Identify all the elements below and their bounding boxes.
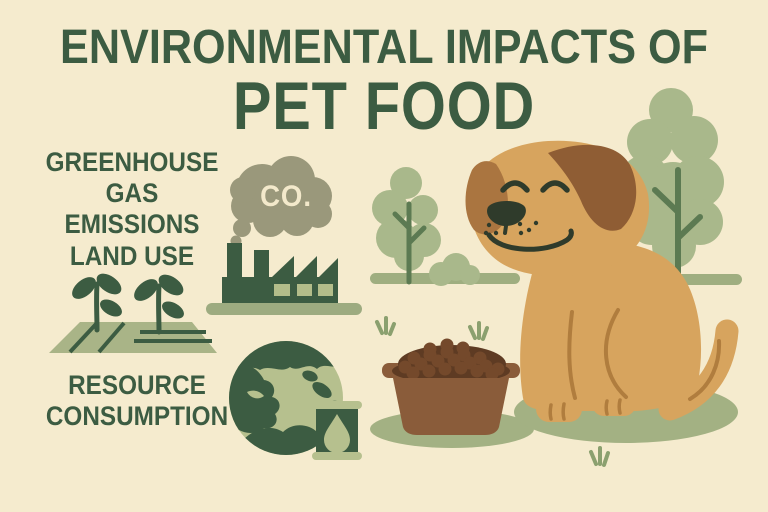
dog-front-paw xyxy=(592,390,636,416)
oil-barrel-icon xyxy=(312,401,362,460)
bush-icon xyxy=(429,253,480,286)
factory-icon xyxy=(206,243,362,315)
dog-eyes xyxy=(500,180,570,193)
dog-illustration xyxy=(465,140,739,422)
grass-tuft xyxy=(468,321,489,341)
tree-trunk xyxy=(652,167,703,286)
sprout-icon xyxy=(134,274,184,335)
dog-mouth xyxy=(486,228,574,252)
label-greenhouse-gas-emissions: GREENHOUSE GAS EMISSIONS xyxy=(35,147,229,240)
dog-nose xyxy=(487,201,526,226)
barrel-base xyxy=(312,452,362,460)
label-line: LAND USE xyxy=(69,241,195,271)
title-line-2: PET FOOD xyxy=(232,68,536,144)
label-line: RESOURCE xyxy=(68,370,206,400)
factory-windows xyxy=(274,284,333,296)
dog-front-paw xyxy=(536,394,582,422)
grass-tuft xyxy=(589,446,610,467)
bowl-body xyxy=(393,378,509,435)
dog-shading-lines xyxy=(548,308,628,421)
dog-freckles xyxy=(483,220,539,236)
sprout-icon xyxy=(72,273,122,333)
grass-tuft xyxy=(375,316,396,336)
tree-left-icon xyxy=(372,167,441,285)
smoke-cloud-icon xyxy=(230,156,332,247)
label-line: GREENHOUSE xyxy=(45,147,219,177)
barrel-lid xyxy=(312,401,362,409)
tree-trunk xyxy=(392,201,427,285)
smoke-puff xyxy=(233,219,251,237)
dog-food-bowl xyxy=(382,338,520,435)
oil-droplet-icon xyxy=(324,414,350,453)
label-line: CONSUMPTION xyxy=(45,401,229,431)
field-icon xyxy=(49,321,217,354)
label-resource-consumption: RESOURCE CONSUMPTION xyxy=(40,370,234,432)
label-land-use: LAND USE xyxy=(35,241,229,272)
dog-face xyxy=(483,180,574,252)
label-line: GAS EMISSIONS xyxy=(64,178,200,239)
title-line-1: ENVIRONMENTAL IMPACTS OF xyxy=(60,21,709,74)
co2-cloud-label: CO. xyxy=(260,180,312,213)
kibble xyxy=(398,338,505,381)
factory-ground xyxy=(206,303,362,315)
dog-ear-right xyxy=(548,144,637,231)
